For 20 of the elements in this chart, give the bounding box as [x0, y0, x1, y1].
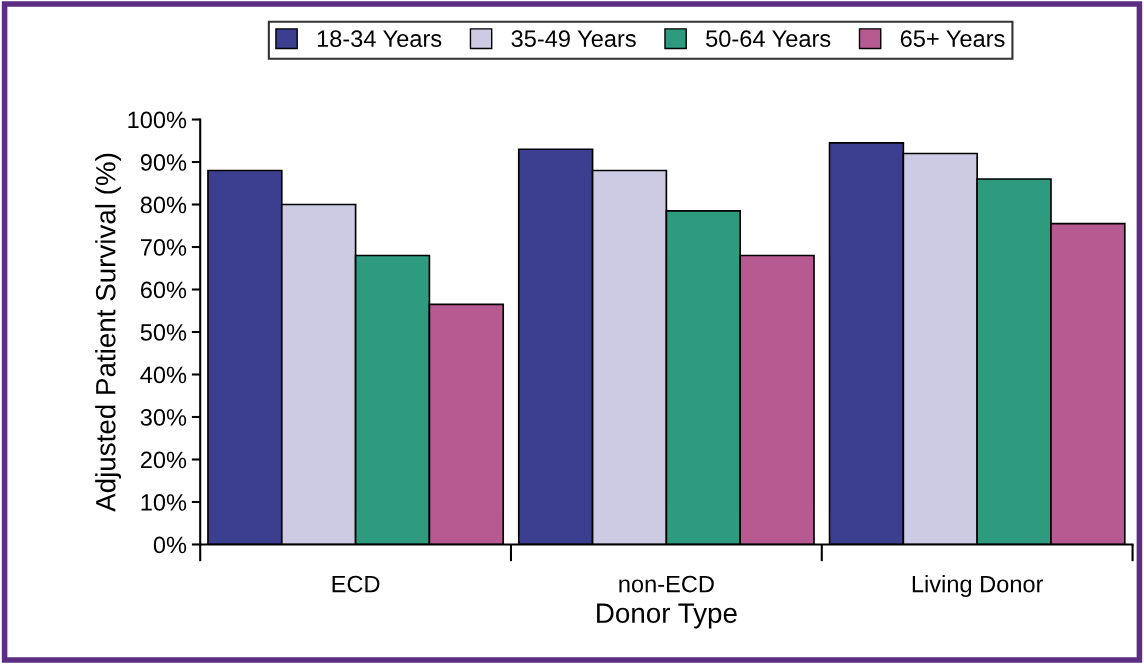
x-tick-label: ECD: [332, 575, 380, 593]
legend-label: 35-49 Years: [511, 30, 636, 48]
y-tick-label: 50%: [140, 324, 187, 341]
y-tick-label: 10%: [141, 494, 187, 511]
y-axis-title: Adjusted Patient Survival (%): [95, 153, 122, 512]
x-tick-label: Living Donor: [912, 575, 1044, 598]
y-tick-label: 100%: [128, 111, 187, 129]
x-axis-title: Donor Type: [597, 603, 737, 629]
y-tick-label: 0%: [153, 536, 187, 554]
legend-label: 50-64 Years: [706, 30, 831, 48]
y-tick-label: 70%: [140, 239, 187, 256]
y-tick-label: 30%: [140, 409, 187, 426]
y-tick-label: 60%: [140, 281, 187, 299]
legend-label: 18-34 Years: [317, 30, 442, 48]
y-tick-label: 90%: [140, 154, 187, 171]
y-tick-label: 80%: [140, 196, 187, 214]
x-tick-label: non-ECD: [619, 575, 714, 593]
legend-label: 65+ Years: [900, 30, 1005, 48]
y-tick-label: 40%: [140, 366, 187, 384]
y-tick-label: 20%: [140, 451, 187, 469]
